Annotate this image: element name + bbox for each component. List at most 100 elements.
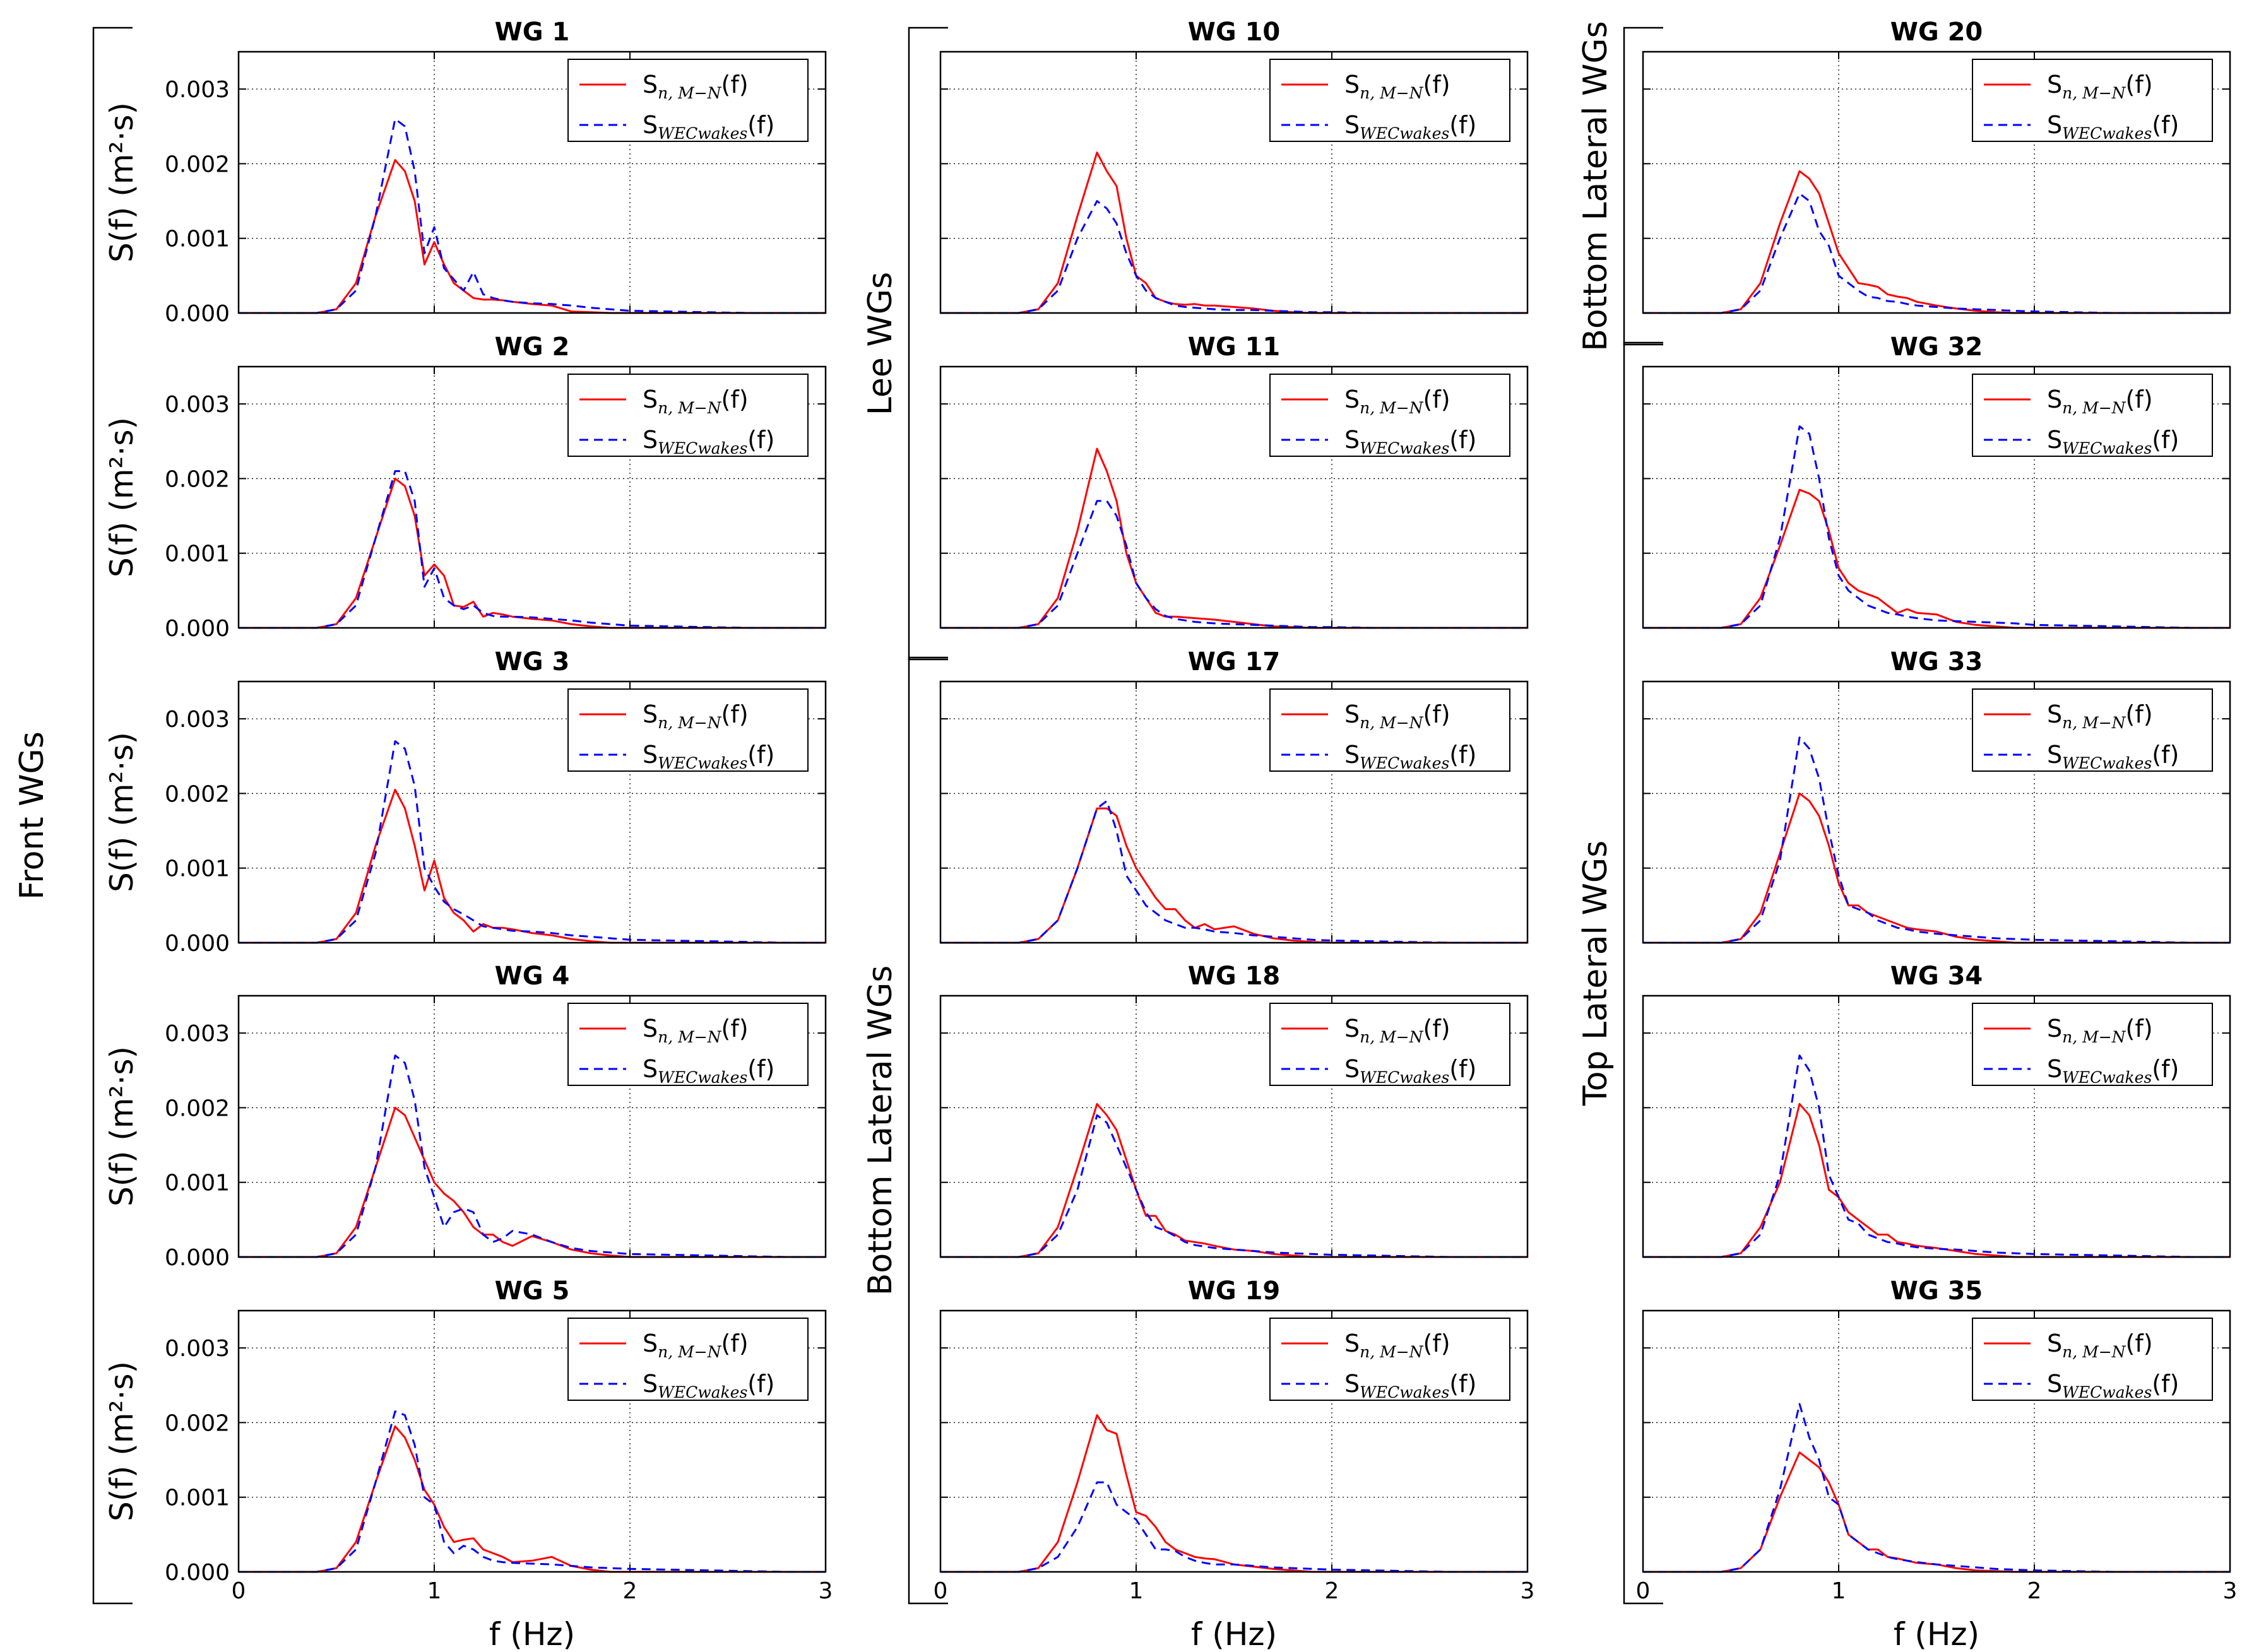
panel-title: WG 35 bbox=[1890, 1277, 1983, 1306]
panel-title: WG 5 bbox=[495, 1277, 570, 1306]
panel-wg2: WG 2 0.000 0.001 0.002 0.003 S(f) (m²·s) Sn, M… bbox=[104, 333, 827, 642]
legend: Sn, M−N(f) SWECwakes(f) bbox=[1972, 374, 2213, 457]
axes-frame bbox=[1642, 1309, 2231, 1573]
legend-label: SWECwakes(f) bbox=[1344, 1370, 1476, 1401]
legend-box bbox=[1269, 1003, 1510, 1086]
legend-box bbox=[1972, 59, 2213, 142]
group-label: Top Lateral WGs bbox=[1577, 841, 1615, 1107]
series-line-wecwakes bbox=[940, 1481, 1527, 1573]
panel-title: WG 1 bbox=[495, 18, 570, 47]
axes-frame bbox=[939, 50, 1529, 314]
legend-box bbox=[1972, 374, 2213, 457]
legend: Sn, M−N(f) SWECwakes(f) bbox=[1269, 59, 1510, 143]
axes-frame bbox=[237, 680, 827, 944]
legend: Sn, M−N(f) SWECwakes(f) bbox=[1972, 1318, 2213, 1401]
x-tick-label: 3 bbox=[2223, 1578, 2238, 1604]
axes-frame bbox=[939, 1309, 1529, 1573]
series-line-wecwakes bbox=[239, 1410, 826, 1573]
series-line-mn bbox=[1643, 1103, 2230, 1258]
legend-label: Sn, M−N(f) bbox=[643, 700, 749, 732]
panel-title: WG 18 bbox=[1188, 962, 1281, 991]
panel-title: WG 17 bbox=[1188, 647, 1281, 676]
legend-box bbox=[1269, 688, 1510, 772]
legend-box bbox=[1972, 688, 2213, 772]
panel-wg33: WG 33 Sn, M−N(f) SWECwakes(f) bbox=[1642, 647, 2231, 944]
legend: Sn, M−N(f) SWECwakes(f) bbox=[567, 688, 809, 772]
series-line-wecwakes bbox=[940, 500, 1527, 629]
y-tick-label: 0.003 bbox=[165, 1021, 230, 1047]
y-tick-label: 0.003 bbox=[165, 392, 230, 418]
panel-wg5: WG 5 0.000 0.001 0.002 0.003 S(f) (m²·s) 0 1 2 3 f… bbox=[104, 1277, 833, 1652]
series-line-mn bbox=[1643, 488, 2230, 629]
y-axis-label: S(f) (m²·s) bbox=[104, 732, 140, 892]
x-tick-label: 2 bbox=[1325, 1578, 1339, 1604]
legend-label: Sn, M−N(f) bbox=[1344, 71, 1450, 102]
axes-frame bbox=[1642, 680, 2231, 944]
y-tick-label: 0.001 bbox=[165, 856, 230, 882]
y-tick-label: 0.000 bbox=[165, 616, 230, 642]
x-tick-label: 0 bbox=[232, 1578, 246, 1604]
series-line-wecwakes bbox=[940, 200, 1527, 314]
group-bracket: Bottom Lateral WGs bbox=[1577, 21, 1663, 351]
legend-label: SWECwakes(f) bbox=[643, 111, 774, 143]
series-line-wecwakes bbox=[1643, 1403, 2230, 1573]
axes-frame bbox=[237, 50, 827, 314]
panel-title: WG 19 bbox=[1188, 1277, 1281, 1306]
legend-box bbox=[1269, 1318, 1510, 1401]
bracket-line bbox=[1623, 27, 1663, 346]
legend-label: Sn, M−N(f) bbox=[643, 1015, 749, 1046]
series-line-mn bbox=[940, 151, 1527, 314]
group-label: Bottom Lateral WGs bbox=[1577, 21, 1615, 351]
axes-frame bbox=[939, 365, 1529, 629]
y-tick-label: 0.002 bbox=[165, 466, 230, 492]
axes-frame bbox=[1642, 365, 2231, 629]
legend: Sn, M−N(f) SWECwakes(f) bbox=[1269, 688, 1510, 772]
legend-label: Sn, M−N(f) bbox=[2047, 1330, 2153, 1361]
y-axis-label: S(f) (m²·s) bbox=[104, 1361, 140, 1521]
group-bracket: Front WGs bbox=[13, 27, 133, 1605]
x-tick-label: 2 bbox=[623, 1578, 638, 1604]
x-tick-label: 0 bbox=[1636, 1578, 1651, 1604]
legend-box bbox=[1269, 59, 1510, 142]
legend-label: SWECwakes(f) bbox=[2047, 111, 2179, 143]
legend-box bbox=[567, 374, 809, 457]
legend-label: Sn, M−N(f) bbox=[1344, 700, 1450, 732]
x-tick-label: 1 bbox=[1832, 1578, 1846, 1604]
series-line-mn bbox=[239, 1106, 826, 1258]
axes-frame bbox=[237, 1309, 827, 1573]
x-tick-label: 3 bbox=[819, 1578, 833, 1604]
y-tick-label: 0.002 bbox=[165, 1095, 230, 1121]
series-line-wecwakes bbox=[1643, 425, 2230, 629]
series-line-mn bbox=[940, 447, 1527, 629]
panel-title: WG 10 bbox=[1188, 18, 1281, 47]
panel-title: WG 32 bbox=[1890, 333, 1983, 362]
y-axis-label: S(f) (m²·s) bbox=[104, 417, 140, 577]
y-tick-label: 0.001 bbox=[165, 1171, 230, 1196]
legend-label: Sn, M−N(f) bbox=[2047, 1015, 2153, 1046]
panel-wg34: WG 34 Sn, M−N(f) SWECwakes(f) bbox=[1642, 962, 2231, 1258]
legend-label: Sn, M−N(f) bbox=[2047, 71, 2153, 102]
y-tick-label: 0.002 bbox=[165, 781, 230, 807]
legend: Sn, M−N(f) SWECwakes(f) bbox=[567, 1003, 809, 1087]
y-tick-label: 0.000 bbox=[165, 301, 230, 327]
series-line-wecwakes bbox=[239, 740, 826, 944]
legend: Sn, M−N(f) SWECwakes(f) bbox=[1972, 688, 2213, 772]
legend-box bbox=[567, 59, 809, 142]
axes-frame bbox=[939, 994, 1529, 1258]
y-tick-label: 0.001 bbox=[165, 227, 230, 252]
series-line-wecwakes bbox=[1643, 736, 2230, 944]
series-line-mn bbox=[940, 807, 1527, 944]
panel-wg18: WG 18 Sn, M−N(f) SWECwakes(f) bbox=[939, 962, 1529, 1258]
legend: Sn, M−N(f) SWECwakes(f) bbox=[567, 374, 809, 457]
panel-wg17: WG 17 Sn, M−N(f) SWECwakes(f) bbox=[939, 647, 1529, 944]
series-line-mn bbox=[940, 1103, 1527, 1258]
x-tick-label: 0 bbox=[934, 1578, 948, 1604]
axes-frame bbox=[237, 365, 827, 629]
legend-label: Sn, M−N(f) bbox=[1344, 1015, 1450, 1046]
legend-label: SWECwakes(f) bbox=[643, 741, 774, 772]
series-line-wecwakes bbox=[239, 118, 826, 314]
bracket-line bbox=[908, 27, 948, 661]
legend-box bbox=[1269, 374, 1510, 457]
legend: Sn, M−N(f) SWECwakes(f) bbox=[1972, 1003, 2213, 1087]
